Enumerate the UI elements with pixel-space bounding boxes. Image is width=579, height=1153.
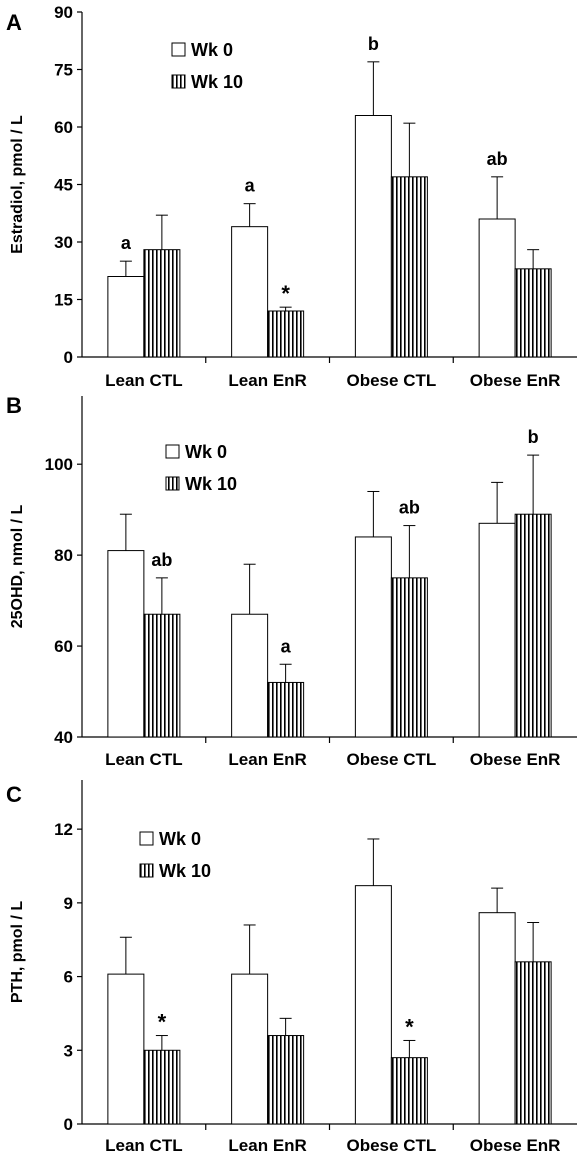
y-tick-label: 100 [45, 455, 73, 474]
x-tick-label: Obese CTL [347, 750, 437, 769]
bar-wk10 [514, 268, 552, 358]
significance-label: b [528, 427, 539, 447]
legend-label: Wk 0 [191, 40, 233, 60]
x-tick-label: Lean CTL [105, 1136, 182, 1153]
y-axis-title: 25OHD, nmol / L [9, 504, 26, 628]
y-tick-label: 60 [54, 637, 73, 656]
legend-swatch-wk0 [139, 831, 154, 846]
bar-wk10 [390, 577, 428, 738]
y-axis-title: Estradiol, pmol / L [9, 115, 26, 254]
bar-wk0 [107, 973, 145, 1125]
chart-panel-c: C PTH, pmol / L 0 3 6 9 12 Lean CTL Lean EnR Obes… [6, 780, 577, 1153]
bar-wk10 [514, 961, 552, 1125]
y-tick-label: 45 [54, 176, 73, 195]
bar-wk10 [514, 513, 552, 738]
bar-wk0 [231, 226, 269, 358]
legend-label: Wk 10 [185, 474, 237, 494]
y-tick-label: 90 [54, 3, 73, 22]
y-tick-label: 30 [54, 233, 73, 252]
legend-label: Wk 0 [159, 829, 201, 849]
significance-label: ab [399, 498, 420, 518]
significance-label: a [121, 233, 132, 253]
legend-label: Wk 10 [191, 72, 243, 92]
bar-wk10 [267, 1035, 305, 1125]
bar-wk10 [267, 310, 305, 358]
legend-swatch-wk10 [165, 476, 180, 491]
bar-wk0 [478, 218, 516, 358]
y-tick-label: 6 [64, 968, 73, 987]
significance-label: a [281, 636, 292, 656]
x-tick-label: Obese EnR [470, 371, 561, 390]
bar-wk10 [390, 1057, 428, 1125]
x-tick-label: Lean CTL [105, 750, 182, 769]
legend-swatch-wk10 [171, 74, 186, 89]
legend-swatch-wk10 [139, 863, 154, 878]
y-axis-title: PTH, pmol / L [9, 901, 26, 1003]
bar-wk0 [354, 885, 392, 1125]
bar-wk0 [354, 115, 392, 358]
significance-label: b [368, 34, 379, 54]
bar-wk10 [267, 681, 305, 738]
x-tick-label: Lean CTL [105, 371, 182, 390]
legend-label: Wk 0 [185, 442, 227, 462]
x-tick-label: Lean EnR [228, 750, 306, 769]
bar-wk10 [143, 613, 181, 738]
y-tick-label: 80 [54, 546, 73, 565]
y-tick-label: 15 [54, 291, 73, 310]
bar-wk10 [143, 1049, 181, 1125]
bar-wk0 [231, 613, 269, 738]
legend-label: Wk 10 [159, 861, 211, 881]
y-tick-label: 3 [64, 1041, 73, 1060]
bar-wk0 [107, 276, 145, 358]
significance-label: ab [151, 550, 172, 570]
chart-panel-a: A Estradiol, pmol / L 0 15 30 45 60 75 90 Lean CT… [6, 3, 577, 390]
y-tick-label: 40 [54, 728, 73, 747]
significance-label: * [281, 281, 290, 306]
panel-label: C [6, 782, 22, 807]
x-tick-label: Obese CTL [347, 371, 437, 390]
y-tick-label: 75 [54, 61, 73, 80]
bar-wk0 [478, 912, 516, 1125]
significance-label: * [158, 1010, 167, 1035]
bar-wk0 [354, 536, 392, 738]
panel-label: A [6, 10, 22, 35]
bar-wk0 [107, 550, 145, 738]
bar-wk0 [478, 522, 516, 738]
y-tick-label: 0 [64, 348, 73, 367]
x-tick-label: Obese EnR [470, 1136, 561, 1153]
significance-label: ab [487, 149, 508, 169]
x-tick-label: Obese EnR [470, 750, 561, 769]
bar-wk10 [143, 249, 181, 358]
x-tick-label: Lean EnR [228, 1136, 306, 1153]
y-tick-label: 9 [64, 894, 73, 913]
legend-swatch-wk0 [171, 42, 186, 57]
y-tick-label: 60 [54, 118, 73, 137]
legend-swatch-wk0 [165, 444, 180, 459]
bar-wk10 [390, 176, 428, 358]
x-tick-label: Obese CTL [347, 1136, 437, 1153]
panel-label: B [6, 393, 22, 418]
bar-wk0 [231, 973, 269, 1125]
y-tick-label: 12 [54, 820, 73, 839]
chart-panel-b: B 25OHD, nmol / L 40 60 80 100 Lean CTL Lean En… [6, 393, 577, 769]
significance-label: * [405, 1014, 414, 1039]
significance-label: a [245, 176, 256, 196]
x-tick-label: Lean EnR [228, 371, 306, 390]
y-tick-label: 0 [64, 1115, 73, 1134]
